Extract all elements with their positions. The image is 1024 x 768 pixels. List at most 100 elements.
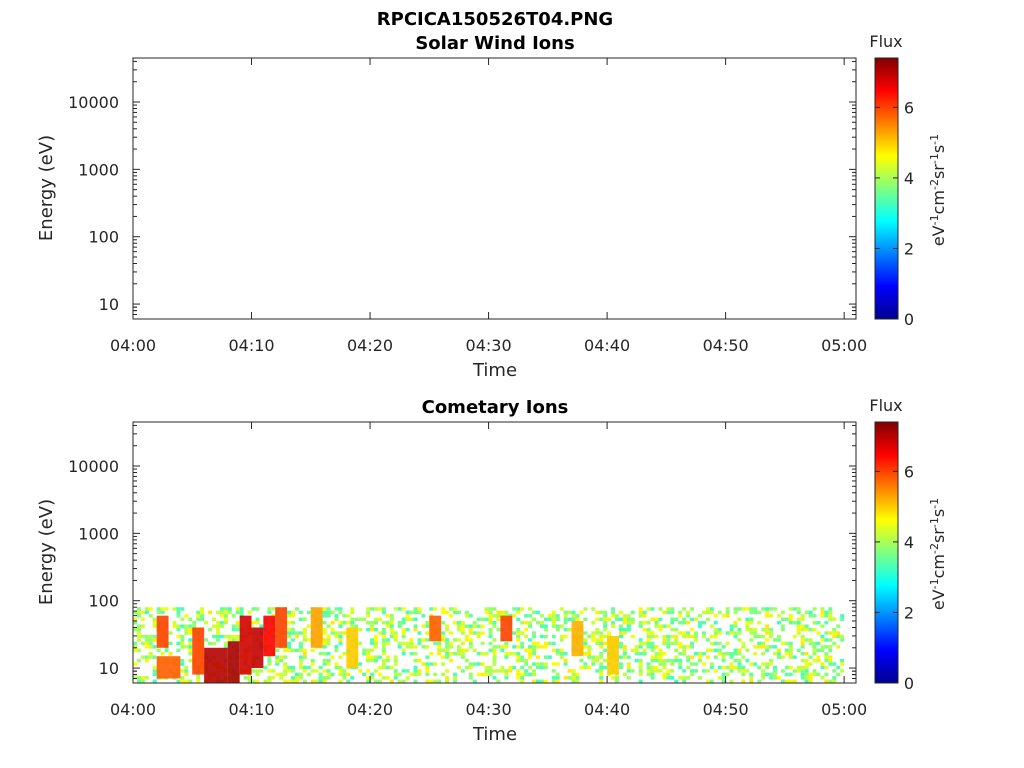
flux-cell-intense [239,615,252,675]
flux-cell [460,648,465,653]
flux-cell [583,617,588,622]
flux-cell [460,655,465,659]
flux-cell [690,672,695,677]
flux-cell [445,652,450,656]
flux-cell [603,665,608,670]
flux-cell [753,631,758,635]
flux-cell [686,610,691,615]
flux-cell [334,617,339,622]
flux-cell [599,655,604,659]
flux-cell [599,638,604,642]
flux-cell [788,614,793,618]
flux-cell [496,617,501,622]
flux-cell [741,655,746,659]
flux-cell [820,662,825,666]
flux-cell [476,631,481,635]
flux-cell [674,627,679,632]
x-tick-label: 04:00 [110,336,156,355]
flux-cell [721,679,726,683]
flux-cell [409,652,414,656]
flux-cell [401,669,406,673]
flux-cell [761,627,766,632]
flux-cell [184,645,189,649]
flux-cell [615,679,619,683]
flux-cell [215,621,220,625]
flux-cell [634,645,639,649]
flux-cell [828,610,833,615]
flux-cell [366,610,371,615]
flux-cell [836,672,841,677]
flux-cell [298,658,303,663]
flux-cell [757,645,762,649]
flux-cell [618,655,623,659]
flux-cell [397,621,402,625]
flux-cell [291,610,295,615]
flux-cell [445,627,450,632]
flux-cell [591,655,596,659]
flux-cell [393,676,398,680]
flux-cell [374,641,378,646]
flux-cell [401,641,406,646]
flux-cell [812,658,817,663]
flux-cell [733,634,738,639]
flux-cell [717,665,722,670]
flux-cell [188,652,193,656]
flux-cell [381,645,386,649]
flux-cell [812,669,817,673]
flux-cell [358,641,363,646]
flux-cell [283,672,288,677]
flux-cell [385,621,390,625]
flux-cell [204,638,209,642]
flux-cell [488,641,493,646]
flux-cell [796,610,801,615]
colorbar-label: eV-1cm-2sr-1s-1 [928,498,948,610]
flux-cell [152,679,157,683]
flux-cell [397,645,402,649]
flux-cell [622,652,627,656]
flux-cell [140,610,145,615]
x-axis-label: Time [472,360,517,381]
flux-cell [567,669,572,673]
flux-cell [622,631,627,635]
flux-cell [144,641,149,646]
flux-cell [780,610,785,615]
flux-cell [737,658,742,663]
flux-cell [840,669,845,673]
flux-cell [291,665,295,670]
flux-cell [670,610,675,615]
flux-cell [694,662,698,666]
flux-cell [488,617,493,622]
flux-cell [780,669,785,673]
flux-cell [516,645,521,649]
flux-cell [650,617,655,622]
flux-cell [646,634,651,639]
flux-cell [686,658,691,663]
flux-cell [374,607,378,611]
flux-cell [389,621,394,625]
colorbar [874,57,899,320]
flux-cell [776,655,781,659]
flux-cell [543,655,548,659]
flux-cell [670,641,675,646]
flux-cell [571,669,576,673]
flux-cell [622,648,627,653]
flux-cell [496,614,501,618]
flux-cell [678,676,683,680]
flux-cell [294,607,299,611]
flux-cell [366,655,371,659]
flux-cell [176,634,181,639]
flux-cell [563,621,568,625]
flux-cell [828,662,833,666]
flux-cell [694,631,698,635]
flux-cell [374,634,378,639]
flux-cell [235,627,240,632]
flux-cell [144,610,149,615]
flux-cell [148,655,153,659]
flux-cell [484,652,489,656]
flux-cell [456,621,461,625]
flux-cell [140,676,145,680]
flux-cell [152,617,157,622]
flux-cell [773,645,777,649]
flux-cell [346,672,351,677]
flux-cell [255,669,260,673]
